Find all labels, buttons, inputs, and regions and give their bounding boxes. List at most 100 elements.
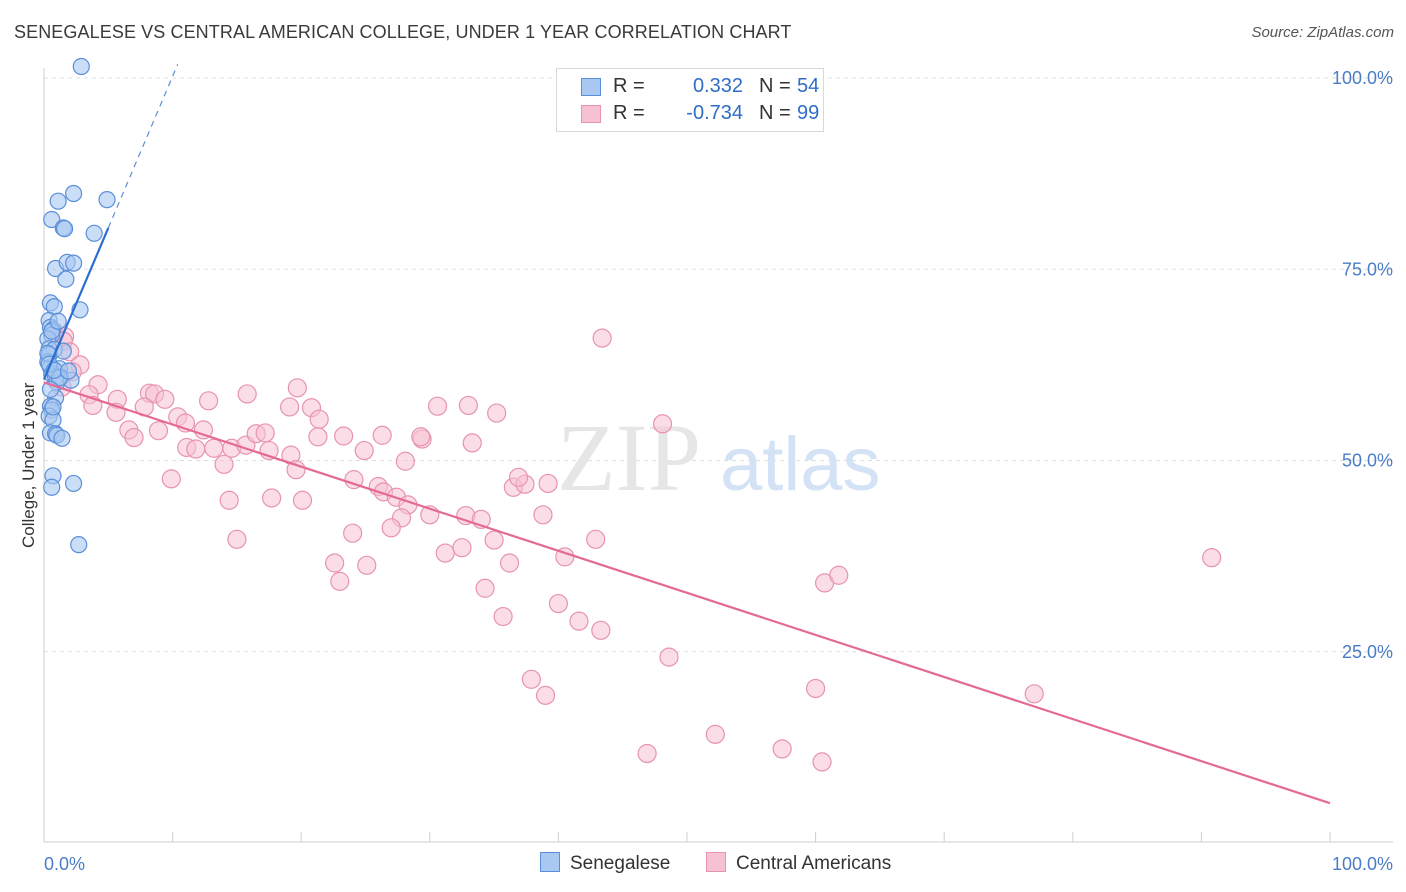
central-american-point (427, 396, 448, 416)
bottom-legend-senegalese: Senegalese (540, 852, 670, 875)
correlation-legend: R = 0.332 N = 54 R = -0.734 N = 99 (556, 68, 824, 132)
senegalese-point (64, 474, 83, 493)
y-axis-label: College, Under 1 year (19, 382, 38, 548)
central-american-point (381, 518, 401, 538)
watermark: ZIP atlas (557, 404, 881, 511)
bottom-legend-central-americans: Central Americans (706, 852, 891, 875)
central-american-point (334, 426, 354, 446)
bottom-legend-label: Central Americans (736, 853, 892, 874)
central-american-point (493, 606, 513, 627)
senegalese-point (64, 254, 83, 272)
central-american-point (805, 678, 826, 699)
central-american-point (186, 439, 206, 459)
central-american-point (204, 438, 224, 458)
y-tick-labels: 100.0% 75.0% 50.0% 25.0% (1332, 68, 1393, 662)
senegalese-trendline-extension (107, 63, 179, 229)
central-american-point (435, 543, 455, 563)
central-american-point (592, 328, 612, 348)
central-american-point (255, 423, 275, 443)
central-american-point (292, 490, 313, 510)
central-american-point (535, 685, 556, 705)
senegalese-point (49, 192, 67, 210)
legend-n-label: N = (759, 75, 791, 97)
bottom-legend-swatch-pink (706, 852, 726, 872)
legend-n-value: 54 (797, 75, 820, 97)
central-american-point (155, 389, 175, 409)
central-american-point (591, 620, 611, 640)
x-tick-labels: 0.0% 100.0% (44, 854, 1393, 874)
source-label: Source: ZipAtlas.com (1251, 24, 1394, 41)
central-american-point (586, 529, 606, 549)
senegalese-point (72, 57, 90, 76)
senegalese-point (57, 270, 75, 288)
central-american-point (344, 470, 364, 490)
central-american-point (219, 490, 239, 510)
central-american-point (309, 409, 329, 429)
legend-swatch-pink (581, 105, 601, 123)
central-american-point (280, 397, 300, 417)
central-american-point (475, 578, 495, 598)
senegalese-point (59, 362, 78, 380)
gridlines (44, 77, 1393, 653)
central-american-point (161, 469, 181, 489)
central-american-point (395, 451, 415, 471)
central-american-point (637, 743, 657, 764)
senegalese-point (85, 224, 103, 242)
y-tick-label: 50.0% (1342, 451, 1393, 471)
legend-n-value: 99 (797, 102, 820, 124)
senegalese-point (43, 478, 61, 496)
central-american-point (411, 427, 431, 447)
y-tick-label: 100.0% (1332, 68, 1393, 88)
senegalese-trendline (42, 227, 110, 380)
central-american-point (1024, 684, 1044, 704)
central-american-point (569, 611, 589, 631)
central-american-point (487, 403, 507, 423)
bottom-legend-swatch-blue (540, 852, 560, 872)
trendlines (42, 63, 1331, 805)
central-american-point (214, 454, 234, 474)
senegalese-point (43, 210, 61, 229)
y-tick-label: 25.0% (1342, 642, 1393, 662)
central-american-point (548, 593, 569, 614)
central-american-point (237, 384, 257, 404)
central-american-point (829, 565, 849, 585)
axes (43, 68, 1393, 843)
central-americans-points (44, 322, 1222, 772)
central-american-point (452, 538, 472, 558)
central-american-point (357, 555, 377, 575)
chart-title: SENEGALESE VS CENTRAL AMERICAN COLLEGE, … (14, 22, 792, 42)
central-american-point (372, 425, 392, 445)
central-american-point (287, 378, 307, 398)
senegalese-points (39, 57, 116, 554)
central-american-point (1202, 548, 1222, 568)
central-american-point (343, 523, 363, 543)
central-american-point (227, 529, 247, 549)
central-american-point (199, 391, 219, 411)
watermark-zip: ZIP (557, 404, 701, 511)
senegalese-point (55, 220, 74, 238)
x-ticks (172, 832, 1331, 842)
y-tick-label: 75.0% (1342, 259, 1393, 279)
central-american-point (499, 553, 520, 573)
central-american-point (124, 427, 144, 448)
central-american-point (538, 473, 558, 494)
senegalese-point (53, 429, 71, 447)
senegalese-point (64, 184, 83, 203)
central-american-point (659, 647, 679, 667)
x-tick-label: 0.0% (44, 854, 85, 874)
senegalese-point (49, 312, 67, 330)
x-tick-label: 100.0% (1332, 854, 1393, 874)
central-american-point (262, 488, 282, 508)
watermark-atlas: atlas (720, 422, 881, 507)
central-american-point (705, 724, 725, 744)
bottom-legend-label: Senegalese (570, 853, 671, 874)
legend-r-label: R = (613, 102, 645, 124)
central-american-point (508, 467, 529, 487)
central-american-point (458, 395, 478, 416)
central-american-point (286, 460, 306, 480)
legend-r-value: 0.332 (692, 75, 743, 97)
central-american-point (652, 414, 673, 434)
central-american-point (325, 553, 345, 573)
legend-swatch-blue (581, 78, 601, 96)
